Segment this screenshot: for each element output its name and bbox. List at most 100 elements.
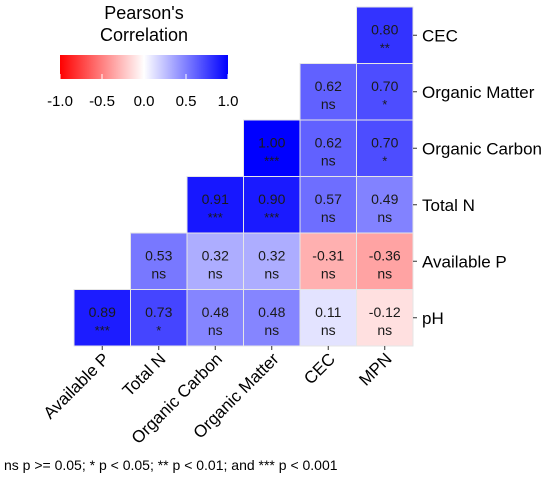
x-axis-label: CEC xyxy=(300,349,339,388)
cell-significance-label: *** xyxy=(208,210,223,225)
cell-value-label: 0.32 xyxy=(258,247,285,263)
cell-value-label: 0.32 xyxy=(202,247,229,263)
y-axis-label: pH xyxy=(422,309,444,328)
heatmap-cell-fill xyxy=(186,176,244,234)
heatmap-cell: 0.48 ns xyxy=(186,289,244,347)
legend-title-line2: Correlation xyxy=(100,25,188,45)
heatmap-cell-fill xyxy=(356,176,414,234)
cell-significance-label: ns xyxy=(321,265,336,281)
cell-significance-label: *** xyxy=(95,323,110,338)
heatmap-cell: 0.91 *** xyxy=(186,176,244,234)
heatmap-cell: 0.32 ns xyxy=(243,232,301,290)
heatmap-cell-fill xyxy=(356,6,414,64)
cell-value-label: 0.70 xyxy=(371,78,398,94)
cell-significance-label: ns xyxy=(377,322,392,338)
legend-title-line1: Pearson's xyxy=(104,3,183,23)
legend-ticks: -1.0 -0.5 0.0 0.5 1.0 xyxy=(47,74,238,110)
cell-significance-label: * xyxy=(382,153,387,168)
cell-value-label: -0.12 xyxy=(369,304,401,320)
cell-significance-label: ns xyxy=(321,209,336,225)
cell-value-label: -0.36 xyxy=(369,247,401,263)
heatmap-cell: 0.70 * xyxy=(356,63,414,121)
heatmap-cell: 0.32 ns xyxy=(186,232,244,290)
cell-value-label: 0.48 xyxy=(258,304,285,320)
cell-significance-label: ** xyxy=(380,40,390,55)
legend-tick-label: -1.0 xyxy=(47,93,73,110)
heatmap-cell-fill xyxy=(299,232,357,290)
cell-significance-label: ns xyxy=(321,152,336,168)
cell-significance-label: ns xyxy=(151,265,166,281)
legend-tick-label: 0.0 xyxy=(134,93,155,110)
legend-tick-label: 0.5 xyxy=(176,93,197,110)
cell-significance-label: ns xyxy=(321,96,336,112)
heatmap-cell: 0.62 ns xyxy=(299,63,357,121)
cell-value-label: 0.90 xyxy=(258,191,285,207)
heatmap-cell-fill xyxy=(356,119,414,177)
heatmap-cell: 0.11 ns xyxy=(299,289,357,347)
cell-value-label: 0.62 xyxy=(315,78,342,94)
cell-significance-label: ns xyxy=(377,265,392,281)
cell-significance-label: ns xyxy=(377,209,392,225)
cell-value-label: 0.73 xyxy=(145,304,172,320)
heatmap-cell: 0.49 ns xyxy=(356,176,414,234)
cell-significance-label: ns xyxy=(264,322,279,338)
cell-significance-label: ns xyxy=(208,322,223,338)
cell-value-label: 0.70 xyxy=(371,134,398,150)
cell-significance-label: * xyxy=(156,323,161,338)
cell-value-label: 0.91 xyxy=(202,191,229,207)
heatmap-cell-fill xyxy=(356,289,414,347)
heatmap-cell: 0.57 ns xyxy=(299,176,357,234)
heatmap-cell: 1.00 *** xyxy=(243,119,301,177)
cell-value-label: 0.53 xyxy=(145,247,172,263)
y-axis-label: Total N xyxy=(422,196,475,215)
legend: Pearson's Correlation -1.0 -0.5 0.0 0.5 1.0 xyxy=(47,3,238,110)
heatmap-cells: 0.80 ** 0.62 ns 0.70 * 1.00 *** 0.62 ns 0.70 * 0.91 *… xyxy=(73,6,414,347)
heatmap-cell: 0.89 *** xyxy=(73,289,131,347)
heatmap-cell-fill xyxy=(243,119,301,177)
cell-value-label: 1.00 xyxy=(258,134,285,150)
heatmap-cell-fill xyxy=(186,289,244,347)
cell-significance-label: ns xyxy=(208,265,223,281)
cell-value-label: 0.11 xyxy=(315,304,341,320)
heatmap-cell-fill xyxy=(299,63,357,121)
heatmap-cell-fill xyxy=(243,232,301,290)
y-axis-labels: CEC Organic Matter Organic Carbon Total N Av… xyxy=(413,26,542,328)
cell-significance-label: ns xyxy=(321,322,336,338)
cell-value-label: -0.31 xyxy=(312,247,344,263)
cell-value-label: 0.62 xyxy=(315,134,342,150)
cell-significance-label: *** xyxy=(264,210,279,225)
cell-value-label: 0.89 xyxy=(89,304,116,320)
heatmap-cell: -0.36 ns xyxy=(356,232,414,290)
cell-significance-label: *** xyxy=(264,153,279,168)
heatmap-cell: -0.12 ns xyxy=(356,289,414,347)
y-axis-label: Organic Matter xyxy=(422,83,535,102)
legend-tick-label: -0.5 xyxy=(89,93,115,110)
heatmap-cell: 0.48 ns xyxy=(243,289,301,347)
heatmap-cell: 0.53 ns xyxy=(130,232,188,290)
x-axis-label: Available P xyxy=(40,349,113,422)
x-axis-label: Total N xyxy=(119,349,170,400)
heatmap-cell: 0.90 *** xyxy=(243,176,301,234)
x-axis-label: MPN xyxy=(355,349,395,389)
heatmap-cell: 0.62 ns xyxy=(299,119,357,177)
heatmap-cell-fill xyxy=(356,232,414,290)
heatmap-cell-fill xyxy=(299,119,357,177)
cell-value-label: 0.48 xyxy=(202,304,229,320)
heatmap-cell: 0.80 ** xyxy=(356,6,414,64)
cell-significance-label: ns xyxy=(264,265,279,281)
heatmap-cell: 0.70 * xyxy=(356,119,414,177)
cell-value-label: 0.57 xyxy=(315,191,342,207)
y-axis-label: Organic Carbon xyxy=(422,139,542,158)
cell-value-label: 0.80 xyxy=(371,21,398,37)
heatmap-cell: -0.31 ns xyxy=(299,232,357,290)
heatmap-cell: 0.73 * xyxy=(130,289,188,347)
y-axis-label: CEC xyxy=(422,26,458,45)
heatmap-cell-fill xyxy=(243,289,301,347)
significance-footnote: ns p >= 0.05; * p < 0.05; ** p < 0.01; a… xyxy=(4,457,338,473)
heatmap-cell-fill xyxy=(243,176,301,234)
cell-significance-label: * xyxy=(382,97,387,112)
y-axis-label: Available P xyxy=(422,252,507,271)
heatmap-cell-fill xyxy=(130,289,188,347)
